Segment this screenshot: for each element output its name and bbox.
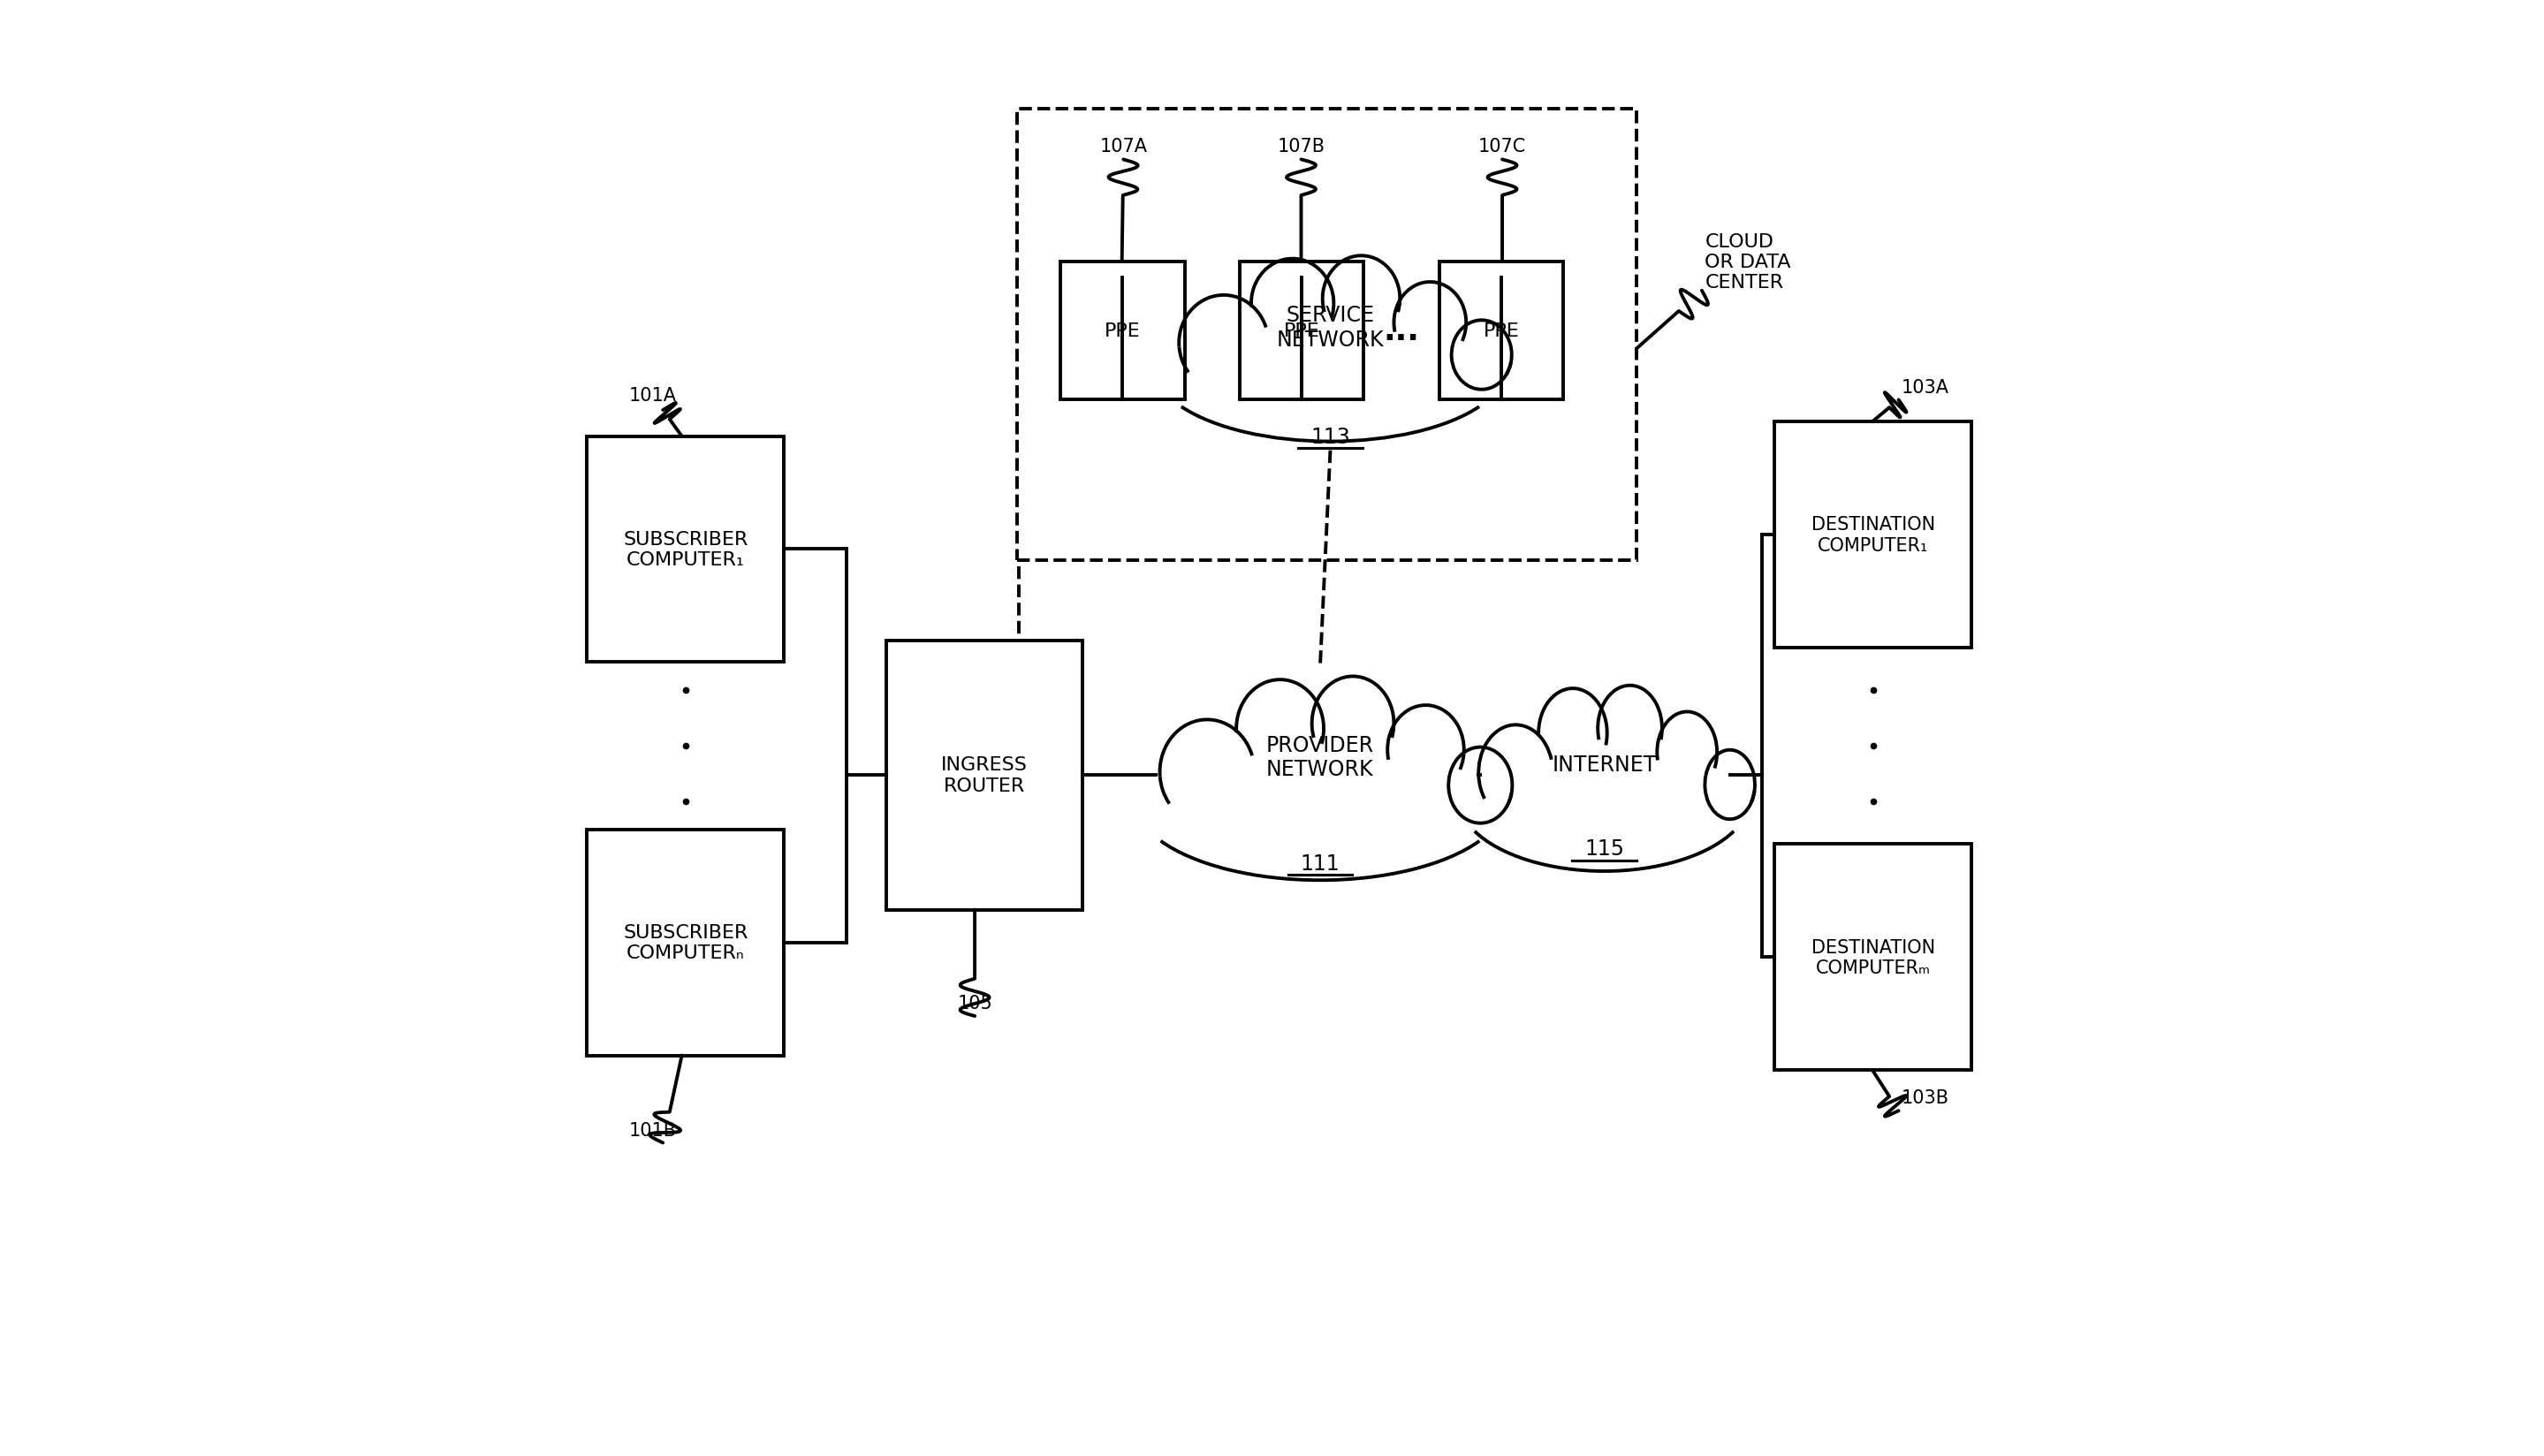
Ellipse shape [1252, 259, 1333, 349]
Ellipse shape [1453, 320, 1511, 390]
Ellipse shape [1313, 677, 1394, 772]
Ellipse shape [1704, 750, 1755, 820]
Bar [1440, 262, 1565, 400]
Text: PPE: PPE [1285, 322, 1320, 341]
Text: INTERNET: INTERNET [1552, 754, 1656, 775]
Ellipse shape [1394, 282, 1465, 364]
Text: SERVICE
NETWORK: SERVICE NETWORK [1277, 304, 1384, 351]
Ellipse shape [1386, 706, 1463, 795]
Ellipse shape [1160, 721, 1254, 826]
Text: 103A: 103A [1900, 379, 1949, 396]
Text: 107B: 107B [1277, 138, 1325, 156]
Bar [1776, 422, 1972, 648]
Ellipse shape [1323, 256, 1399, 342]
Ellipse shape [1539, 689, 1608, 779]
Ellipse shape [1178, 296, 1269, 392]
Text: SUBSCRIBER
COMPUTERₙ: SUBSCRIBER COMPUTERₙ [623, 923, 748, 962]
Text: 103B: 103B [1900, 1089, 1949, 1107]
Text: DESTINATION
COMPUTERₘ: DESTINATION COMPUTERₘ [1811, 938, 1936, 977]
Text: PROVIDER
NETWORK: PROVIDER NETWORK [1267, 734, 1374, 780]
Bar [588, 437, 784, 662]
Text: DESTINATION
COMPUTER₁: DESTINATION COMPUTER₁ [1811, 515, 1936, 555]
Bar [885, 641, 1084, 910]
Ellipse shape [1656, 712, 1717, 794]
Text: 105: 105 [957, 994, 992, 1012]
Text: INGRESS
ROUTER: INGRESS ROUTER [941, 756, 1028, 795]
Ellipse shape [1236, 680, 1323, 779]
Text: 101B: 101B [628, 1121, 677, 1139]
Ellipse shape [1478, 725, 1552, 821]
Bar [1018, 109, 1636, 561]
Text: PPE: PPE [1104, 322, 1140, 341]
Text: 107C: 107C [1478, 138, 1526, 156]
Ellipse shape [1130, 667, 1511, 891]
Ellipse shape [1150, 248, 1511, 451]
Text: ...: ... [1384, 316, 1420, 347]
Text: 101A: 101A [628, 387, 677, 405]
Text: 111: 111 [1300, 853, 1341, 874]
Bar [1239, 262, 1364, 400]
Text: 113: 113 [1310, 427, 1351, 447]
Ellipse shape [1448, 747, 1511, 824]
Bar [1061, 262, 1186, 400]
Bar [1776, 844, 1972, 1070]
Bar [588, 830, 784, 1056]
Text: SUBSCRIBER
COMPUTER₁: SUBSCRIBER COMPUTER₁ [623, 530, 748, 569]
Text: CLOUD
OR DATA
CENTER: CLOUD OR DATA CENTER [1704, 233, 1791, 291]
Ellipse shape [1455, 677, 1755, 881]
Text: 107A: 107A [1099, 138, 1147, 156]
Text: PPE: PPE [1483, 322, 1519, 341]
Ellipse shape [1598, 686, 1661, 772]
Text: 115: 115 [1585, 839, 1623, 859]
